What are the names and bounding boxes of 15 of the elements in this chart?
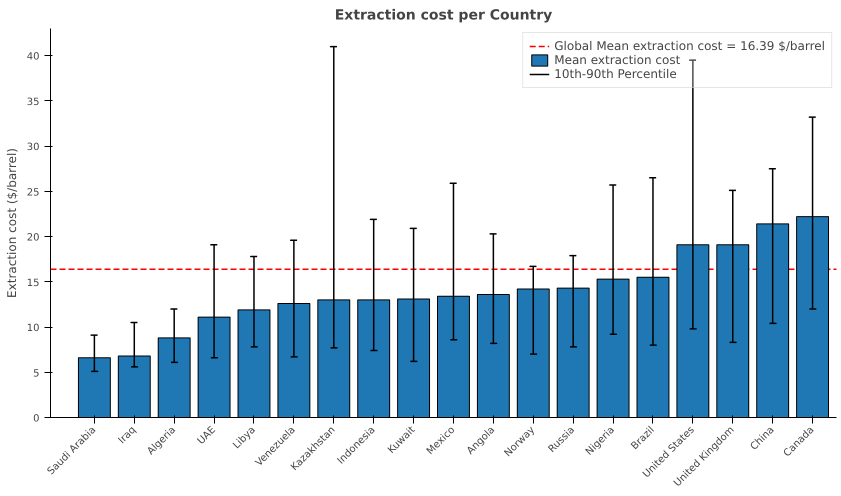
legend-label: Global Mean extraction cost = 16.39 $/barrel [554, 39, 825, 53]
y-tick-label: 25 [26, 187, 40, 198]
chart-title: Extraction cost per Country [334, 8, 552, 24]
y-tick-label: 20 [26, 232, 40, 244]
y-tick-label: 0 [33, 414, 40, 424]
y-tick-label: 30 [26, 142, 40, 154]
x-tick-label: Iraq [116, 424, 138, 446]
y-tick-label: 5 [33, 368, 40, 380]
y-tick-label: 15 [26, 278, 40, 289]
y-tick-label: 35 [26, 96, 40, 108]
annotation: 10th-90th Percentile [554, 67, 677, 81]
y-tick-label: 10 [26, 323, 40, 334]
y-axis-title: Extraction cost ($/barrel) [4, 148, 19, 298]
y-tick-label: 40 [26, 52, 40, 63]
legend-label: Mean extraction cost [554, 53, 680, 67]
